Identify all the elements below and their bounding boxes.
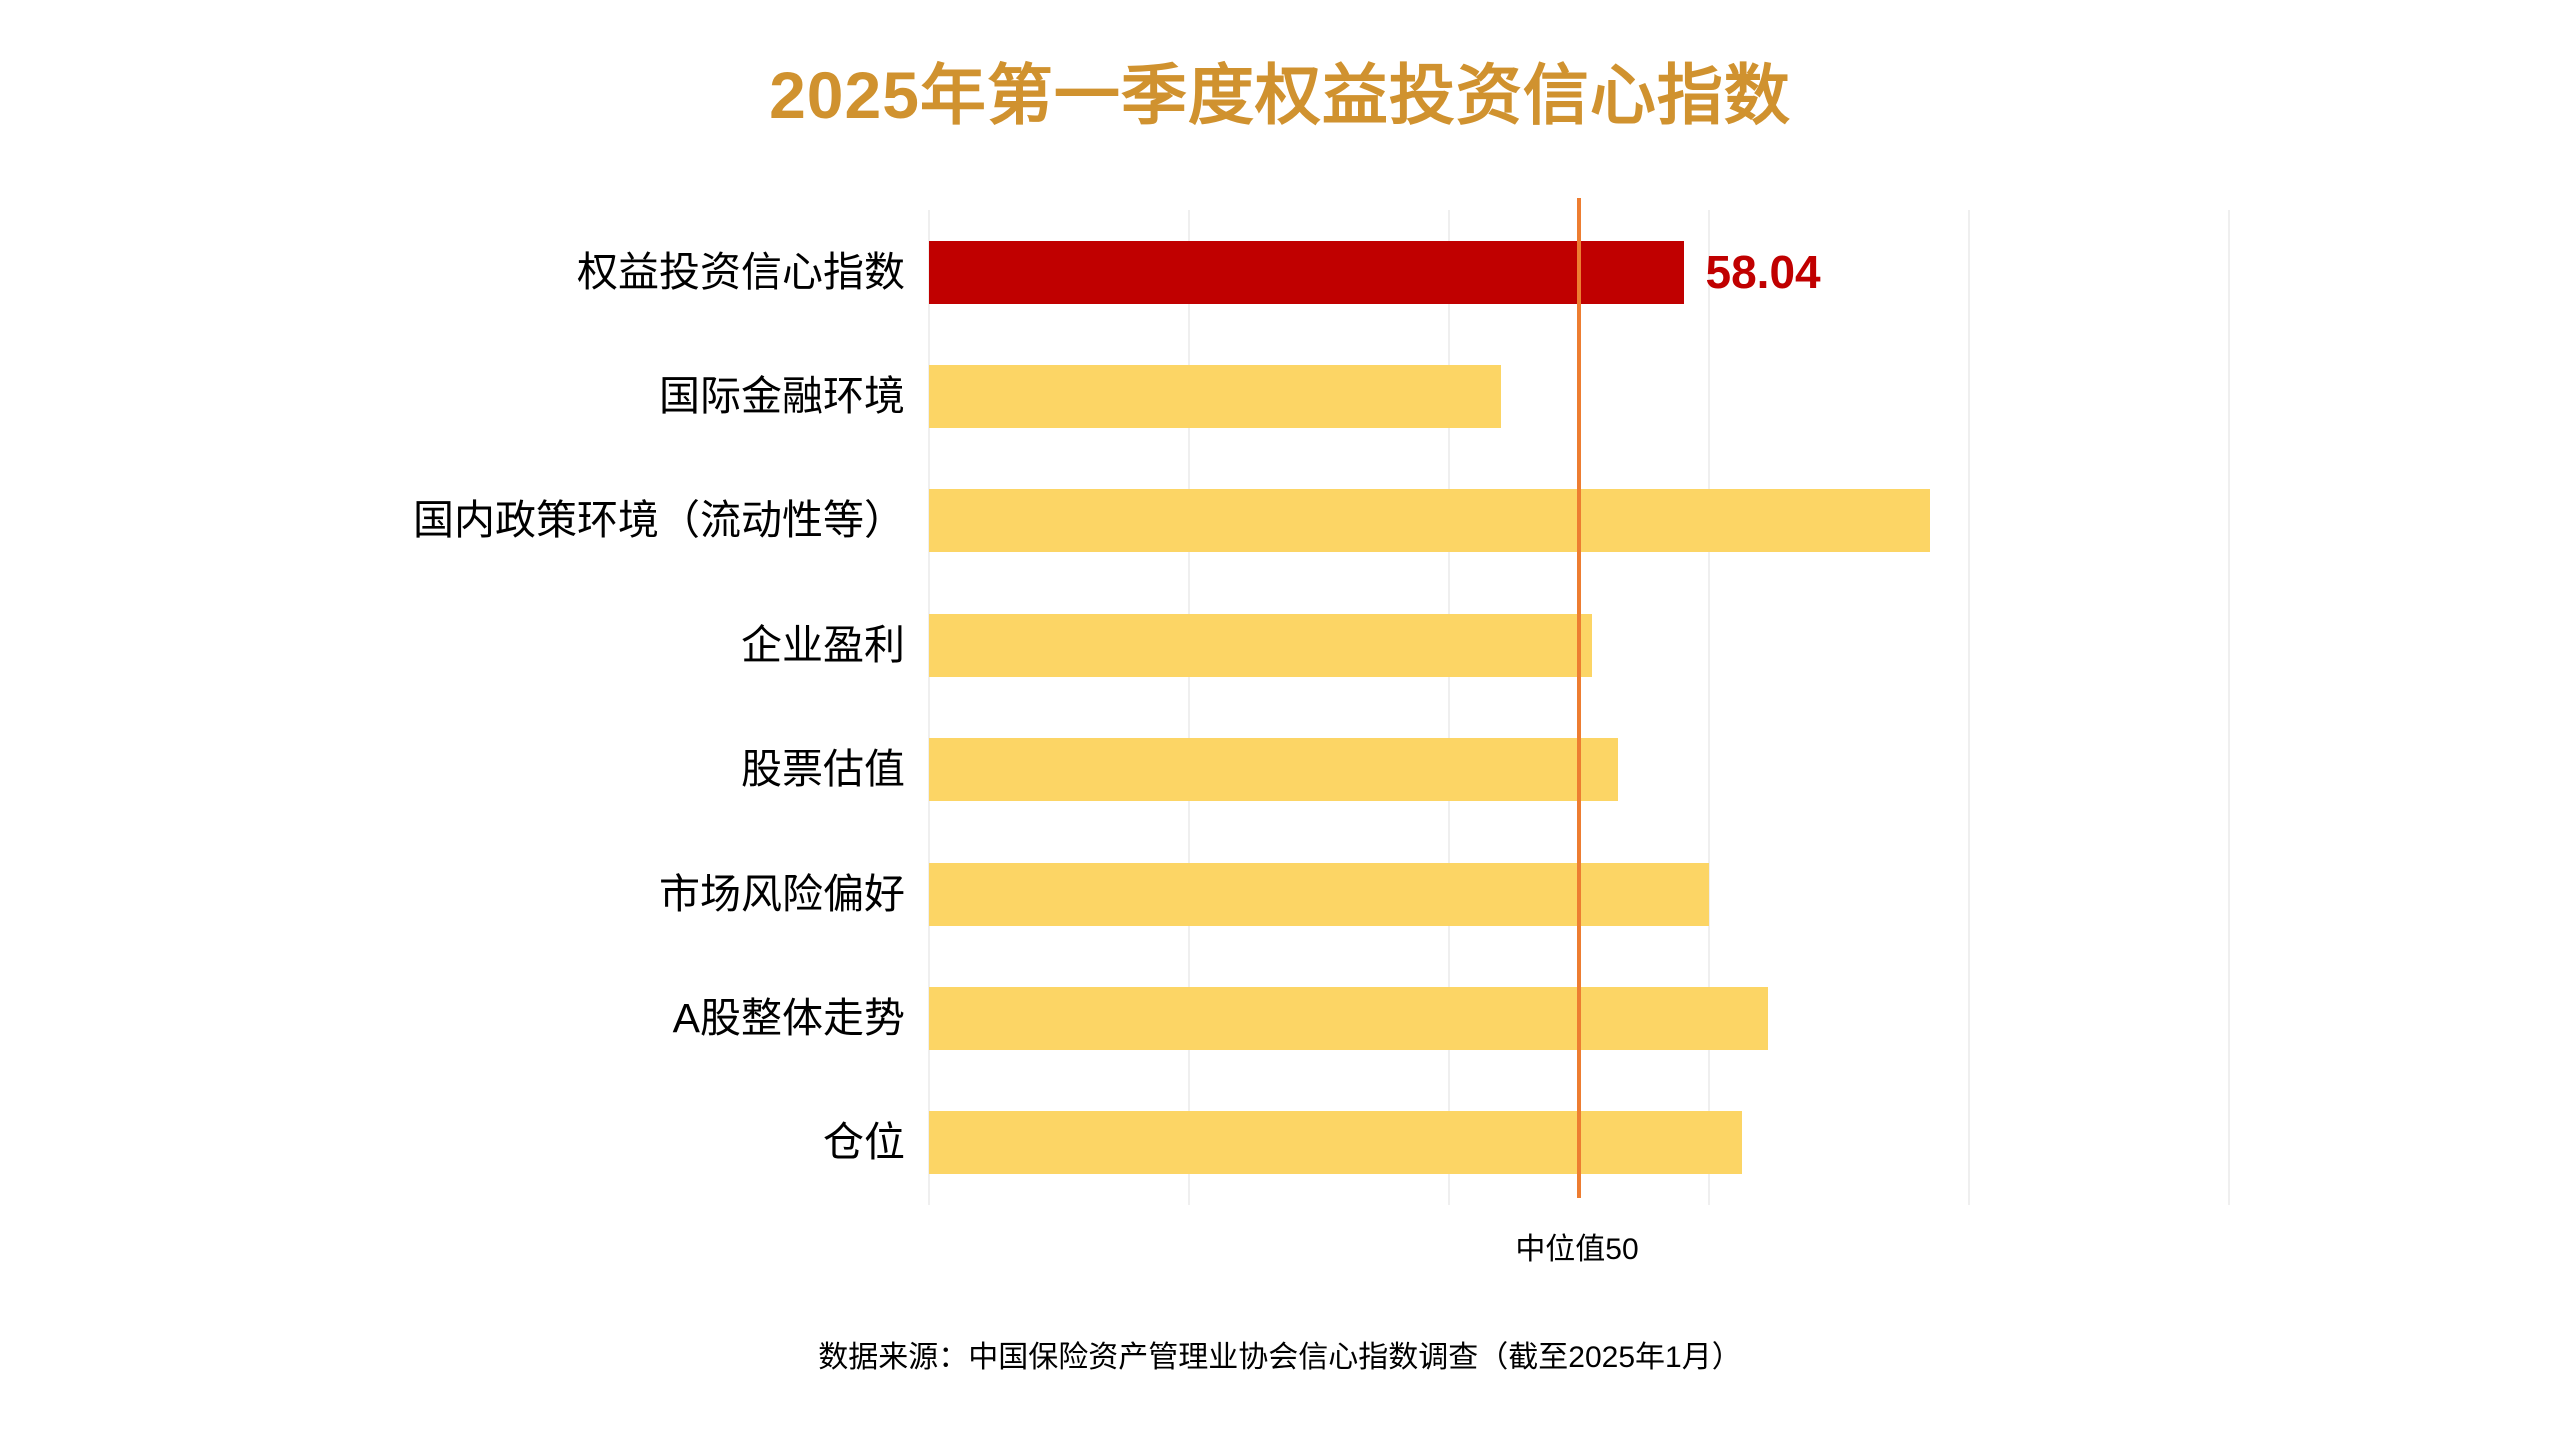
chart-row: 国际金融环境	[659, 334, 2229, 458]
category-label: 国内政策环境（流动性等）	[413, 497, 905, 544]
plot-area: 权益投资信心指数 58.04 国际金融环境 国内政策环境（流动性等） 企业盈利 …	[413, 198, 2230, 1266]
bar	[929, 1111, 1742, 1175]
bar	[929, 613, 1592, 677]
chart-title: 2025年第一季度权益投资信心指数	[769, 58, 1791, 132]
median-reference-line: 中位值50	[1515, 198, 1639, 1266]
bar-value-label: 58.04	[1705, 246, 1821, 299]
median-line-label: 中位值50	[1515, 1233, 1639, 1266]
category-label: 市场风险偏好	[659, 870, 905, 917]
bar	[929, 240, 1684, 304]
bar	[929, 862, 1709, 926]
gridline	[928, 210, 930, 1205]
data-source-note: 数据来源：中国保险资产管理业协会信心指数调查（截至2025年1月）	[818, 1341, 1742, 1374]
category-label: 企业盈利	[741, 621, 905, 668]
gridline	[2228, 210, 2230, 1205]
gridline	[1448, 210, 1450, 1205]
bar	[929, 738, 1618, 802]
chart-row: 权益投资信心指数 58.04	[577, 210, 2229, 334]
gridline	[1188, 210, 1190, 1205]
category-label: A股整体走势	[672, 994, 905, 1041]
chart-row: 国内政策环境（流动性等）	[413, 459, 2229, 583]
gridline	[1708, 210, 1710, 1205]
chart-row: 仓位	[823, 1081, 2229, 1205]
bar	[929, 365, 1501, 429]
category-label: 国际金融环境	[659, 373, 905, 420]
chart-row: 企业盈利	[741, 583, 2229, 707]
category-label: 权益投资信心指数	[577, 248, 905, 295]
bar	[929, 489, 1930, 553]
bar	[929, 986, 1768, 1050]
chart-row: 股票估值	[741, 708, 2229, 832]
chart-row: A股整体走势	[673, 956, 2229, 1080]
category-label: 股票估值	[741, 746, 905, 793]
category-label: 仓位	[823, 1119, 905, 1166]
gridline	[1968, 210, 1970, 1205]
